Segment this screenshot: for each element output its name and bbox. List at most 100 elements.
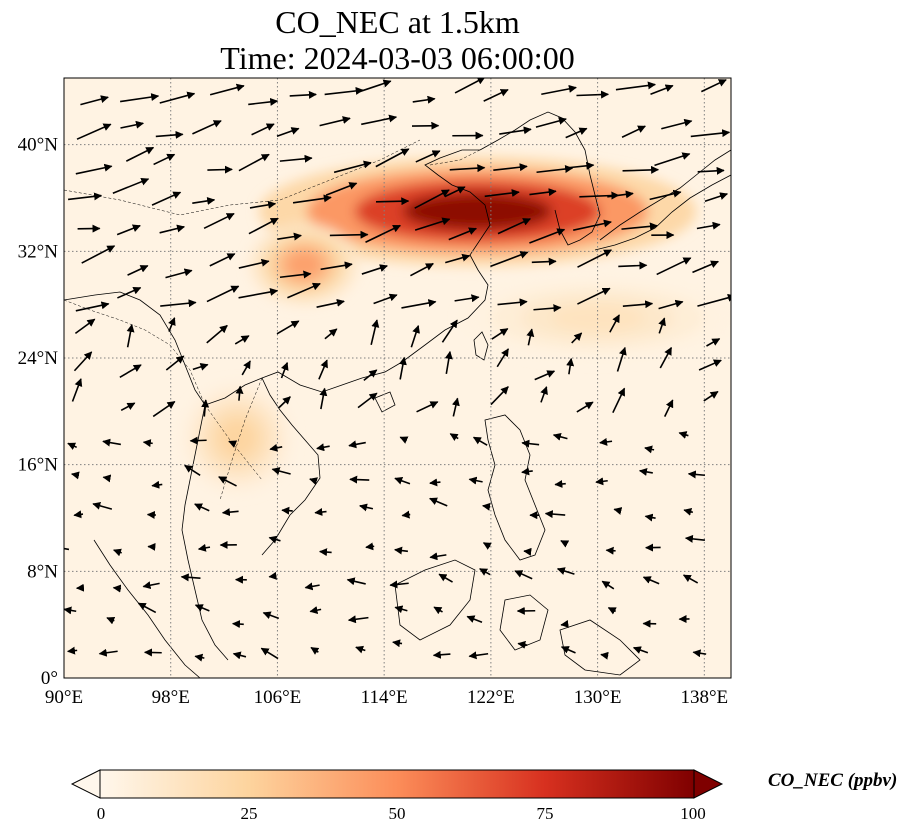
wind-arrow — [490, 251, 529, 268]
wind-arrow — [595, 477, 608, 486]
wind-arrow — [497, 298, 528, 307]
wind-arrow — [318, 359, 328, 380]
wind-arrow — [278, 396, 291, 409]
wind-arrow — [697, 293, 731, 307]
wind-arrow — [268, 535, 281, 544]
wind-arrow — [289, 90, 317, 99]
wind-arrow — [316, 298, 345, 308]
wind-arrow — [248, 97, 279, 106]
wind-arrow — [650, 84, 674, 96]
longitude-tick-labels: 90°E 98°E 106°E 114°E 122°E 130°E 138°E — [45, 687, 728, 708]
wind-arrow — [324, 328, 338, 340]
wind-arrow — [102, 474, 112, 483]
wind-arrow — [361, 114, 398, 126]
wind-arrow — [192, 120, 222, 135]
wind-arrow — [281, 506, 293, 515]
wind-arrow — [414, 217, 451, 231]
wind-arrow — [571, 332, 583, 344]
wind-arrow — [682, 574, 699, 584]
wind-arrow — [333, 160, 372, 174]
wind-arrow — [605, 546, 616, 555]
wind-arrow — [401, 510, 411, 519]
wind-arrow — [324, 86, 364, 96]
wind-arrow — [621, 222, 658, 231]
wind-arrow — [678, 431, 689, 439]
wind-arrow — [238, 258, 270, 269]
wind-arrow — [232, 651, 247, 660]
wind-arrow — [656, 257, 692, 276]
wind-arrow — [142, 581, 160, 590]
wind-arrow — [599, 437, 613, 446]
wind-arrow — [622, 165, 660, 174]
wind-arrow — [535, 117, 567, 128]
lat-tick-label: 24°N — [18, 348, 59, 369]
wind-arrow — [622, 300, 654, 309]
wind-arrow — [394, 605, 408, 614]
wind-arrow — [248, 217, 279, 235]
wind-arrow — [448, 227, 477, 241]
wind-arrow — [269, 443, 283, 452]
wind-arrow — [112, 177, 150, 194]
wind-arrow — [429, 552, 447, 561]
wind-arrow — [392, 639, 403, 648]
wind-arrow — [325, 182, 358, 196]
wind-arrow — [64, 547, 70, 551]
wind-arrow — [209, 83, 245, 96]
wind-arrow — [556, 567, 575, 575]
wind-arrow — [355, 645, 366, 654]
wind-arrow — [449, 164, 486, 173]
wind-arrow — [71, 471, 80, 480]
wind-arrow — [75, 301, 110, 312]
wind-arrow — [560, 646, 576, 654]
wind-arrow — [249, 200, 277, 209]
wind-arrow — [433, 606, 443, 615]
wind-arrow — [309, 606, 322, 615]
wind-arrow — [529, 188, 557, 197]
wind-arrow — [159, 224, 186, 234]
wind-arrow — [412, 95, 436, 104]
colorbar-frame — [99, 769, 695, 799]
lon-tick-label: 114°E — [361, 687, 408, 708]
wind-arrow — [64, 606, 77, 615]
wind-arrow — [349, 475, 370, 484]
wind-vector-field — [64, 78, 731, 662]
colorbar-tick-label: 0 — [96, 804, 106, 823]
wind-arrow — [260, 647, 279, 660]
wind-arrow — [541, 84, 577, 96]
wind-arrow — [444, 186, 466, 198]
wind-arrow — [533, 304, 562, 313]
wind-arrow — [444, 350, 453, 374]
wind-arrow — [468, 476, 483, 485]
plume-contour — [218, 419, 257, 457]
wind-arrow — [482, 502, 491, 511]
wind-arrow — [698, 359, 722, 371]
wind-arrow — [429, 478, 441, 487]
wind-arrow — [621, 125, 646, 138]
wind-arrow — [472, 436, 488, 446]
wind-arrow — [116, 224, 141, 236]
wind-arrow — [607, 606, 617, 615]
wind-arrow — [238, 153, 270, 172]
wind-arrow — [644, 445, 655, 454]
wind-arrow — [319, 387, 328, 410]
colorbar — [70, 769, 724, 799]
wind-arrow — [566, 161, 595, 170]
wind-arrow — [410, 262, 434, 277]
colorbar-extend-high — [693, 769, 724, 799]
gridlines — [64, 78, 731, 678]
wind-arrow — [120, 93, 160, 103]
wind-arrow — [441, 319, 458, 343]
colorbar-tick-label: 75 — [536, 804, 554, 823]
country-borders — [64, 139, 481, 501]
wind-arrow — [271, 467, 291, 475]
wind-arrow — [540, 386, 548, 403]
wind-arrow — [75, 163, 113, 175]
wind-arrow — [566, 357, 575, 375]
wind-arrow — [632, 646, 649, 654]
wind-arrow — [160, 299, 197, 308]
lat-tick-label: 0° — [41, 668, 58, 689]
wind-arrow — [414, 189, 450, 209]
wind-arrow — [454, 78, 486, 94]
wind-arrow — [454, 294, 480, 303]
